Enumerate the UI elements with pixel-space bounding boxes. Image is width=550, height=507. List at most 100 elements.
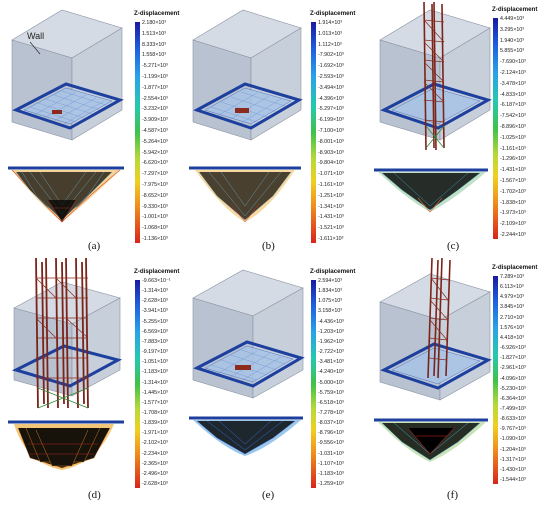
legend-tick-label: -2.496×10³	[142, 470, 168, 477]
legend-tick-label: -8.652×10³	[142, 192, 168, 199]
legend-tick-label: -6.518×10³	[318, 399, 344, 406]
legend-tick-label: -1.251×10³	[318, 192, 344, 199]
panel-d-model	[8, 258, 124, 470]
legend-tick-label: -1.702×10³	[500, 188, 526, 195]
panel-a-legend-title: Z-displacement	[134, 10, 180, 17]
legend-tick-label: 3.158×10³	[318, 308, 343, 315]
legend-tick-label: 1.075×10³	[318, 298, 343, 305]
panel-c-model	[374, 1, 492, 213]
legend-tick-label: 4.979×10³	[500, 294, 525, 301]
legend-tick-label: -6.187×10³	[500, 102, 526, 109]
legend-tick-label: -8.037×10³	[318, 420, 344, 427]
legend-tick-label: -7.883×10³	[142, 338, 168, 345]
legend-tick-label: -1.071×10³	[318, 171, 344, 178]
panel-c-label: (c)	[447, 240, 460, 252]
panel-b-legend: Z-displacement 1.914×10³ 1.013×10³ 1.112×1…	[310, 10, 365, 245]
wall-leader-line	[29, 41, 41, 55]
legend-tick-label: -1.431×10³	[318, 214, 344, 221]
legend-tick-label: -6.199×10³	[318, 117, 344, 124]
legend-tick-label: -1.296×10³	[500, 156, 526, 163]
panel-f-legend: Z-displacement 7.289×10³ 6.113×10³ 4.979×1…	[492, 264, 550, 499]
legend-tick-label: -1.001×10³	[142, 214, 168, 221]
legend-tick-label: -1.611×10³	[318, 236, 344, 242]
panel-b-legend-title: Z-displacement	[310, 10, 356, 17]
legend-tick-label: -7.902×10³	[318, 52, 344, 59]
legend-tick-label: -5.255×10³	[142, 318, 168, 325]
legend-tick-label: -2.124×10³	[500, 70, 526, 76]
legend-tick-label: -9.556×10³	[318, 440, 344, 447]
legend-tick-label: -1.567×10³	[500, 178, 526, 184]
legend-tick-label: -4.833×10³	[500, 91, 526, 98]
legend-tick-label: -9.330×10³	[142, 203, 168, 210]
legend-tick-label: 4.449×10³	[500, 16, 525, 22]
legend-tick-label: -1.199×10³	[142, 74, 168, 80]
panel-a-model: Wall	[8, 9, 124, 223]
legend-tick-label: -2.102×10³	[142, 440, 168, 447]
legend-tick-label: -4.240×10³	[318, 369, 344, 376]
legend-tick-label: -2.244×10³	[500, 232, 526, 238]
legend-tick-label: -8.001×10³	[318, 138, 344, 145]
legend-tick-label: -7.278×10³	[318, 409, 344, 416]
legend-tick-label: -2.554×10³	[142, 95, 168, 102]
legend-tick-label: -8.633×10³	[500, 416, 526, 423]
legend-tick-label: -1.971×10³	[142, 430, 168, 437]
legend-tick-label: 5.855×10³	[500, 48, 525, 55]
legend-tick-label: 8.333×10³	[142, 41, 167, 48]
legend-tick-label: -1.692×10³	[318, 63, 344, 70]
legend-tick-label: 1.914×10³	[318, 20, 343, 26]
panel-f-label: (f)	[447, 489, 458, 501]
legend-tick-label: -9.197×10³	[142, 349, 168, 356]
legend-tick-label: -7.690×10³	[500, 59, 526, 66]
legend-tick-label: -1.317×10³	[500, 456, 526, 463]
legend-tick-label: 2.180×10³	[142, 20, 167, 26]
legend-tick-label: -5.000×10³	[318, 379, 344, 386]
legend-tick-label: -1.445×10³	[142, 389, 168, 396]
legend-tick-label: -2.365×10³	[142, 460, 168, 467]
panel-f-legend-title: Z-displacement	[492, 264, 538, 271]
legend-tick-label: -8.903×10³	[318, 149, 344, 156]
legend-tick-label: -3.481×10³	[318, 359, 344, 366]
legend-tick-label: 2.710×10³	[500, 314, 525, 321]
legend-tick-label: 6.113×10³	[500, 284, 524, 291]
legend-tick-label: -1.203×10³	[318, 328, 344, 335]
legend-tick-label: -2.961×10³	[500, 365, 526, 372]
legend-tick-label: 1.013×10³	[318, 30, 343, 37]
legend-tick-label: -3.909×10³	[142, 117, 168, 124]
legend-tick-label: -1.259×10³	[318, 481, 344, 487]
legend-tick-label: -9.663×10⁻¹	[142, 278, 171, 284]
legend-tick-label: -1.877×10³	[142, 84, 168, 91]
legend-tick-label: -1.051×10³	[142, 359, 168, 366]
legend-tick-label: -4.587×10³	[142, 128, 168, 134]
legend-tick-label: -1.025×10³	[500, 134, 526, 141]
legend-tick-label: -8.896×10³	[500, 124, 526, 130]
legend-tick-label: 1.576×10³	[500, 324, 525, 331]
panel-e-model	[189, 269, 305, 456]
legend-tick-label: -7.499×10³	[500, 405, 526, 412]
legend-tick-label: -1.431×10³	[500, 167, 526, 174]
legend-tick-label: -5.759×10³	[318, 389, 344, 396]
legend-tick-label: -1.161×10³	[500, 145, 526, 152]
legend-tick-label: 1.834×10³	[318, 288, 343, 295]
legend-tick-label: 1.112×10³	[318, 41, 342, 48]
legend-tick-label: -5.264×10³	[142, 138, 168, 145]
legend-tick-label: -1.962×10³	[318, 338, 344, 345]
legend-tick-label: -1.577×10³	[142, 399, 168, 406]
legend-tick-label: -5.230×10³	[500, 385, 526, 392]
panel-d-colorbar	[135, 280, 140, 488]
legend-tick-label: -4.396×10³	[318, 95, 344, 102]
legend-tick-label: -3.941×10³	[142, 308, 168, 315]
legend-tick-label: -1.314×10³	[142, 288, 168, 295]
legend-tick-label: -1.341×10³	[318, 203, 344, 210]
legend-tick-label: -9.767×10³	[500, 426, 526, 433]
legend-tick-label: -5.942×10³	[142, 149, 168, 156]
panel-e-legend-title: Z-displacement	[310, 268, 356, 275]
legend-tick-label: -6.569×10³	[142, 328, 168, 335]
legend-tick-label: -6.620×10³	[142, 160, 168, 167]
panel-b-colorbar	[311, 22, 316, 243]
legend-tick-label: -1.544×10³	[500, 477, 526, 483]
legend-tick-label: -2.628×10³	[142, 481, 168, 487]
legend-tick-label: -1.204×10³	[500, 446, 526, 453]
legend-tick-label: -2.593×10³	[318, 74, 344, 80]
legend-tick-label: -2.234×10³	[142, 450, 168, 457]
